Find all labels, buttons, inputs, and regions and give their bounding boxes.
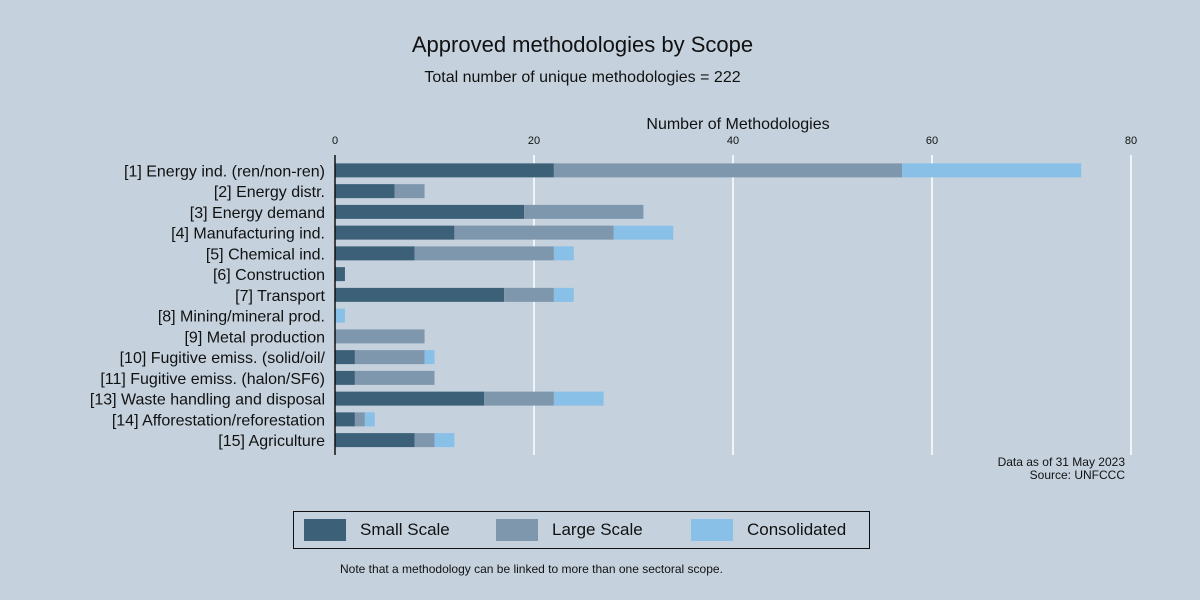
bar-large-scale-11 [354,370,435,385]
x-tick-label-60: 60 [926,135,938,147]
bar-large-scale-13 [354,412,365,427]
footnote: Note that a methodology can be linked to… [340,562,723,576]
bar-large-scale-2 [394,184,425,199]
legend-swatch-large-scale [496,519,538,541]
category-label: [8] Mining/mineral prod. [158,309,325,326]
bar-small-scale-10 [335,350,355,365]
legend-swatch-small-scale [304,519,346,541]
bar-large-scale-3 [524,204,644,219]
legend-label-large-scale: Large Scale [552,520,643,539]
bar-large-scale-7 [504,287,554,302]
x-tick-label-0: 0 [332,135,338,147]
bar-small-scale-1 [335,163,554,178]
bar-consolidated-10 [424,350,435,365]
legend-item-consolidated: Consolidated [691,519,846,541]
category-label: [13] Waste handling and disposal [90,392,325,409]
legend-item-large-scale: Large Scale [496,519,643,541]
x-tick-label-40: 40 [727,135,739,147]
legend: Small Scale Large Scale Consolidated [293,511,870,549]
bar-small-scale-3 [335,204,525,219]
bar-small-scale-6 [335,267,345,282]
bar-large-scale-4 [454,225,614,240]
data-date-annotation: Data as of 31 May 2023 [997,455,1125,469]
chart-title: Approved methodologies by Scope [411,32,754,57]
category-label: [5] Chemical ind. [206,246,325,263]
grid-lines [533,155,1132,455]
bar-small-scale-2 [335,184,395,199]
bar-consolidated-1 [902,163,1082,178]
category-label: [14] Afforestation/reforestation [112,412,325,429]
category-label: [11] Fugitive emiss. (halon/SF6) [100,371,325,388]
bar-large-scale-1 [553,163,903,178]
chart-subtitle: Total number of unique methodologies = 2… [424,69,741,86]
category-label: [1] Energy ind. (ren/non-ren) [124,163,325,180]
legend-item-small-scale: Small Scale [304,519,450,541]
bar-consolidated-8 [335,308,345,323]
bar-consolidated-4 [613,225,674,240]
category-labels: [1] Energy ind. (ren/non-ren) [2] Energy … [90,163,326,450]
bar-large-scale-10 [354,350,425,365]
bar-small-scale-14 [335,433,415,448]
category-label: [7] Transport [235,288,325,305]
category-label: [3] Energy demand [190,205,325,222]
category-label: [2] Energy distr. [214,184,325,201]
category-label: [10] Fugitive emiss. (solid/oil/ [120,350,326,367]
x-tick-label-20: 20 [528,135,540,147]
legend-label-consolidated: Consolidated [747,520,847,539]
bar-large-scale-12 [484,391,554,406]
bar-small-scale-5 [335,246,415,261]
legend-label-small-scale: Small Scale [360,520,450,539]
category-label: [4] Manufacturing ind. [171,226,325,243]
category-label: [9] Metal production [184,329,325,346]
category-label: [6] Construction [213,267,325,284]
category-label: [15] Agriculture [218,433,325,450]
bar-small-scale-11 [335,370,355,385]
bar-consolidated-7 [553,287,574,302]
bar-small-scale-12 [335,391,485,406]
bar-small-scale-13 [335,412,355,427]
bar-large-scale-9 [335,329,425,344]
bar-large-scale-14 [414,433,435,448]
bar-small-scale-7 [335,287,505,302]
bar-large-scale-5 [414,246,554,261]
bar-consolidated-5 [553,246,574,261]
bar-small-scale-4 [335,225,455,240]
x-axis-title: Number of Methodologies [646,116,829,133]
bars [335,163,1082,448]
source-annotation: Source: UNFCCC [1029,468,1125,482]
legend-swatch-consolidated [691,519,733,541]
bar-consolidated-13 [364,412,375,427]
tick-labels: 0 20 40 60 80 [332,135,1137,147]
x-tick-label-80: 80 [1125,135,1137,147]
bar-consolidated-14 [434,433,455,448]
bar-consolidated-12 [553,391,604,406]
